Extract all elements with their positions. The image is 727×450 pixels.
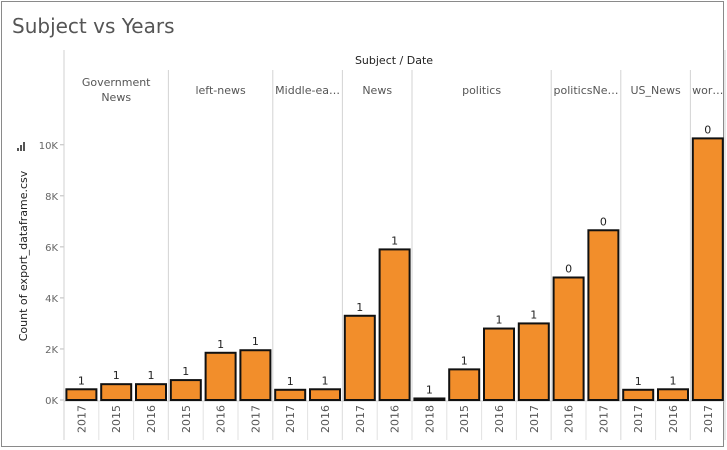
bar <box>657 388 689 401</box>
group-header-label: wor… <box>692 84 723 97</box>
group-header-label: left-news <box>195 84 246 97</box>
date-tick-label: 2017 <box>597 405 610 433</box>
date-tick-label: 2016 <box>145 405 158 433</box>
bar-value-label: 1 <box>322 374 329 387</box>
y-tick-label: 8K <box>45 192 58 203</box>
bar <box>448 368 481 401</box>
bar-value-label: 0 <box>704 123 711 136</box>
group-header-label: US_News <box>630 84 681 97</box>
group-header-label: Middle-ea… <box>275 84 340 97</box>
bar <box>483 327 515 401</box>
y-tick-label: 2K <box>45 345 58 356</box>
bar <box>378 248 411 401</box>
date-tick-label: 2017 <box>354 405 367 433</box>
bar-value-label: 1 <box>287 375 294 388</box>
date-tick-label: 2017 <box>249 405 262 433</box>
y-tick-label: 10K <box>39 141 59 152</box>
bar-value-label: 1 <box>217 338 224 351</box>
bar <box>274 388 307 401</box>
bar <box>204 351 237 401</box>
bar-value-label: 1 <box>426 383 433 396</box>
group-header-label: politicsNe… <box>554 84 619 97</box>
date-tick-label: 2016 <box>389 405 402 433</box>
bar <box>135 383 167 401</box>
bar-value-label: 1 <box>461 354 468 367</box>
bar <box>343 314 376 401</box>
bar-value-label: 1 <box>391 234 398 247</box>
date-tick-label: 2017 <box>284 405 297 433</box>
date-tick-label: 2016 <box>215 405 228 433</box>
y-tick-label: 0K <box>45 396 58 407</box>
group-header-label: Government <box>82 76 151 89</box>
date-tick-label: 2015 <box>458 405 471 433</box>
bar-value-label: 1 <box>78 374 85 387</box>
bar <box>413 397 446 401</box>
bar <box>239 349 272 402</box>
bar-value-label: 1 <box>496 314 503 327</box>
date-tick-label: 2015 <box>180 405 193 433</box>
bar-value-label: 1 <box>670 374 677 387</box>
bar-value-label: 1 <box>182 365 189 378</box>
bar <box>517 322 550 401</box>
bar <box>622 388 655 401</box>
bar-value-label: 1 <box>148 369 155 382</box>
bar <box>65 388 98 401</box>
bar-value-label: 1 <box>356 301 363 314</box>
plot-area: 0K 2K 4K 6K 8K 10K Government News 1 2017 1 2015 1 20… <box>39 50 726 440</box>
group-header-label: News <box>101 91 131 104</box>
date-tick-label: 2016 <box>319 405 332 433</box>
date-tick-label: 2018 <box>423 405 436 433</box>
date-tick-label: 2015 <box>110 405 123 433</box>
bar-value-label: 1 <box>635 375 642 388</box>
bar-value-label: 0 <box>600 215 607 228</box>
group-header-label: politics <box>462 84 501 97</box>
bar-value-label: 1 <box>113 369 120 382</box>
bar <box>169 379 202 402</box>
date-tick-label: 2017 <box>702 405 715 433</box>
date-tick-label: 2016 <box>563 405 576 433</box>
page-title: Subject vs Years <box>12 14 175 38</box>
y-tick-label: 6K <box>45 243 58 254</box>
y-axis-title: Count of export_dataframe.csv <box>17 170 30 341</box>
bar <box>100 383 133 401</box>
date-tick-label: 2017 <box>528 405 541 433</box>
bar-value-label: 1 <box>252 335 259 348</box>
date-tick-label: 2017 <box>75 405 88 433</box>
date-tick-label: 2016 <box>493 405 506 433</box>
column-header: Subject / Date <box>355 54 433 67</box>
bar-value-label: 1 <box>530 308 537 321</box>
bar <box>691 137 724 401</box>
bar <box>552 276 585 401</box>
sort-icon[interactable] <box>17 142 25 151</box>
bar <box>309 388 341 401</box>
bar <box>587 229 620 401</box>
group-header-label: News <box>362 84 392 97</box>
bar-value-label: 0 <box>565 262 572 275</box>
date-tick-label: 2017 <box>632 405 645 433</box>
y-tick-label: 4K <box>45 294 58 305</box>
date-tick-label: 2016 <box>667 405 680 433</box>
